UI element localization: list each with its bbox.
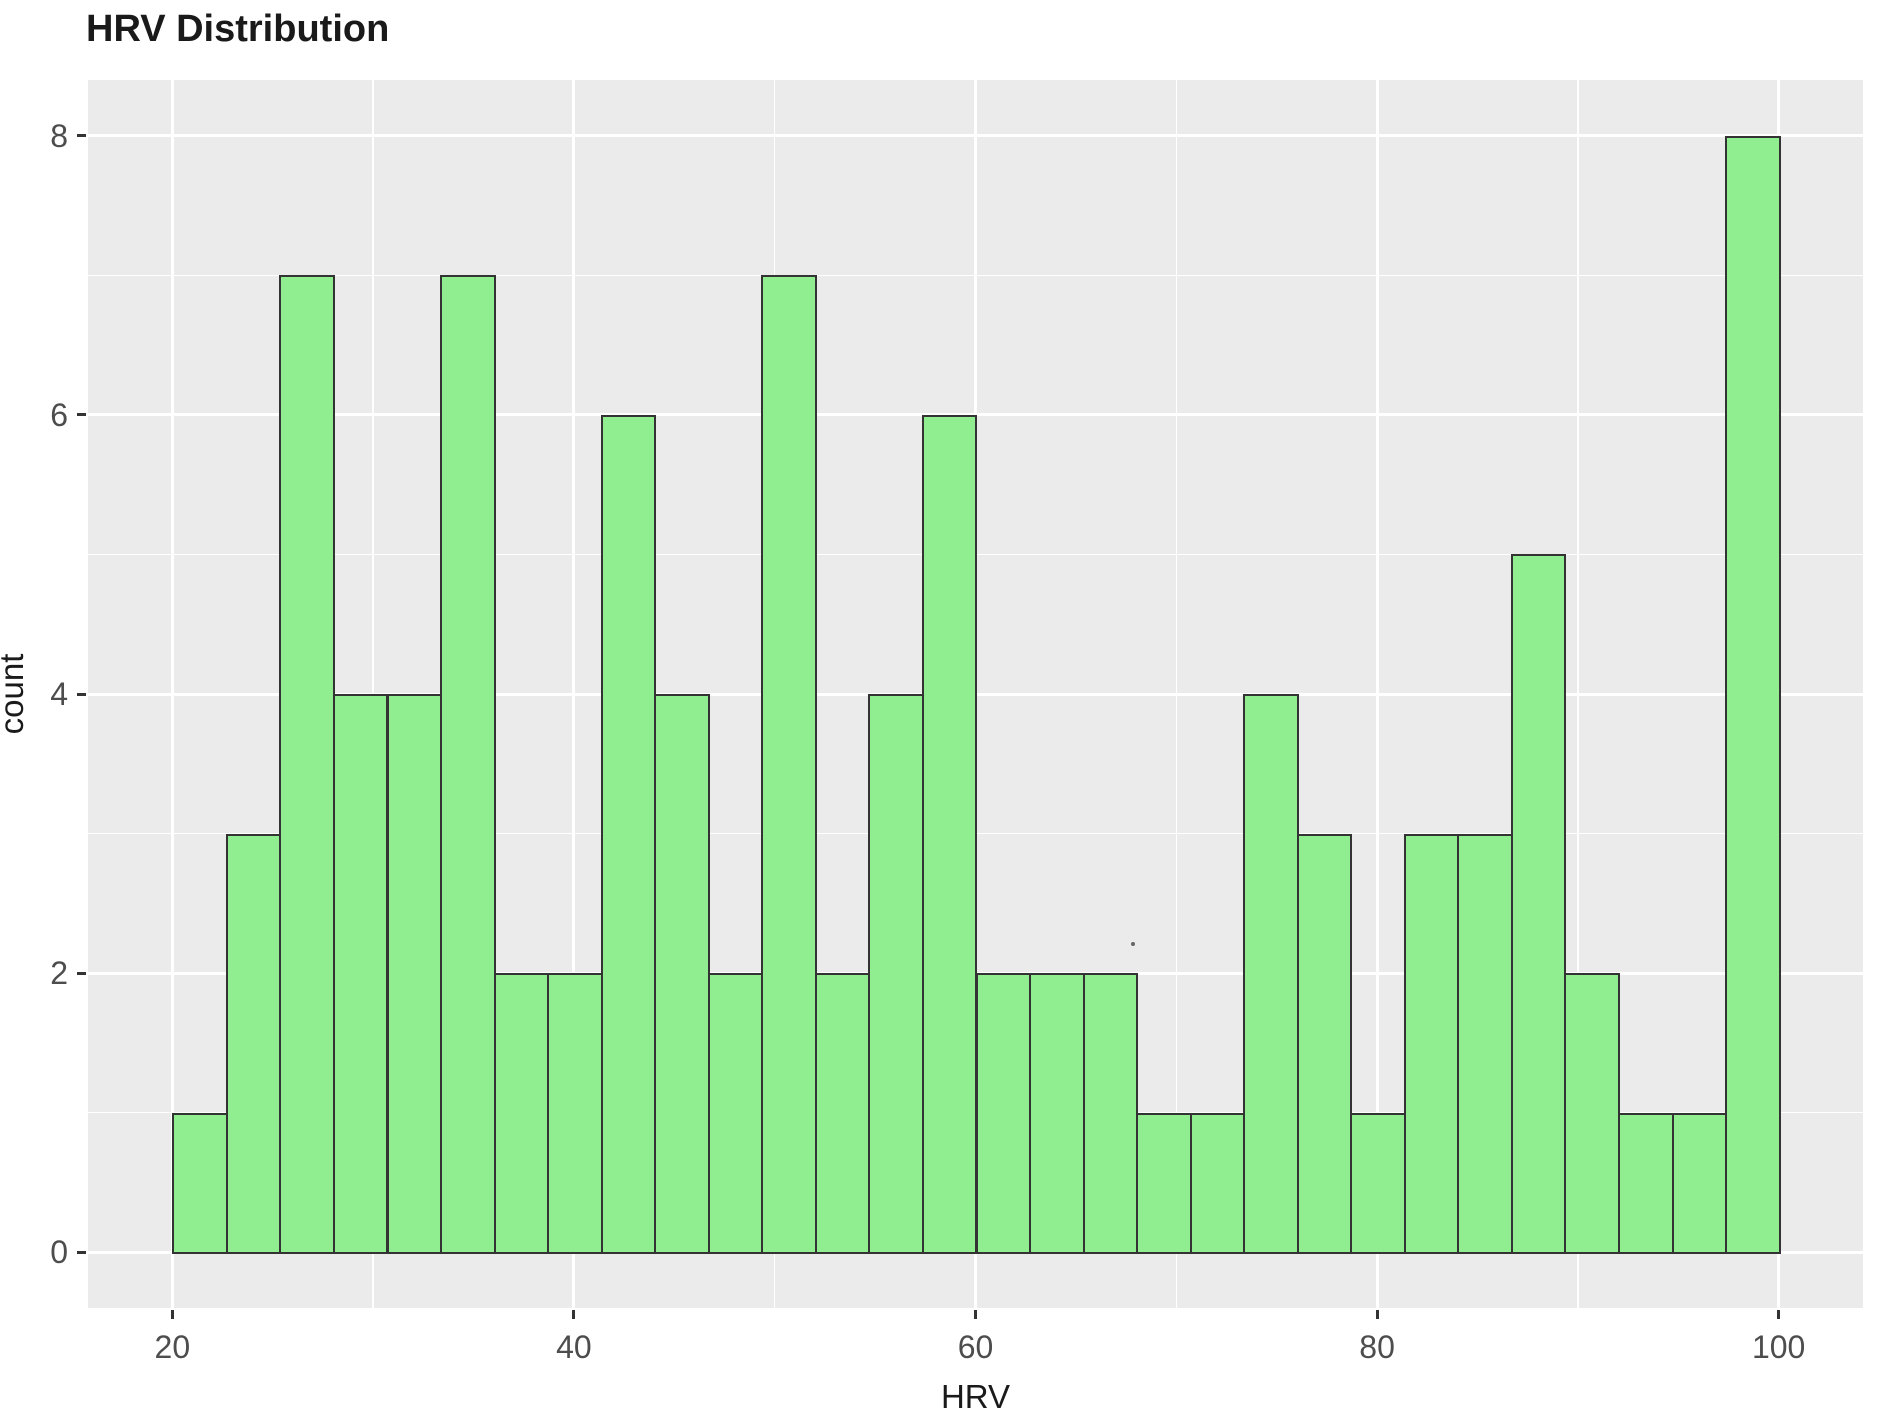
histogram-bar — [1136, 1112, 1192, 1255]
histogram-bar — [1618, 1112, 1674, 1255]
histogram-bar — [172, 1112, 228, 1255]
y-tick-mark — [77, 134, 86, 138]
x-tick-label: 40 — [556, 1329, 592, 1365]
histogram-bar — [654, 694, 710, 1255]
y-tick-label: 6 — [50, 396, 68, 433]
histogram-bar — [1243, 694, 1299, 1255]
y-tick-label: 4 — [50, 676, 68, 712]
histogram-bar — [1189, 1112, 1246, 1255]
x-tick-mark — [1375, 1310, 1379, 1319]
histogram-bar — [225, 833, 282, 1255]
histogram-bar — [1510, 554, 1567, 1255]
y-tick-mark — [77, 413, 86, 417]
histogram-bar — [1564, 973, 1621, 1255]
x-tick-mark — [170, 1310, 174, 1319]
gridline-x-major — [170, 80, 174, 1308]
y-tick-label: 2 — [50, 955, 68, 992]
histogram-bar — [493, 973, 550, 1255]
x-axis-label: HRV — [940, 1378, 1011, 1415]
histogram-bar — [1671, 1112, 1728, 1255]
y-tick-label: 0 — [50, 1234, 68, 1271]
histogram-bar — [547, 973, 603, 1255]
y-tick-mark — [77, 1250, 86, 1254]
x-tick-mark — [974, 1310, 977, 1319]
histogram-bar — [868, 694, 924, 1255]
histogram-bar — [1082, 973, 1139, 1255]
histogram-bar — [814, 973, 871, 1255]
histogram-bar — [707, 973, 764, 1255]
y-tick-mark — [77, 692, 86, 696]
gridline-x-major — [1375, 80, 1379, 1308]
artifact-dot — [1131, 942, 1135, 946]
x-tick-mark — [1777, 1310, 1781, 1319]
histogram-bar — [440, 275, 496, 1255]
x-tick-label: 100 — [1751, 1329, 1806, 1365]
histogram-bar — [921, 414, 978, 1255]
x-tick-label: 60 — [957, 1329, 994, 1365]
chart-title: HRV Distribution — [86, 8, 390, 50]
gridline-x-major — [572, 80, 576, 1308]
plot-panel — [88, 80, 1863, 1308]
x-tick-mark — [572, 1310, 576, 1319]
histogram-bar — [279, 275, 335, 1255]
histogram-bar — [975, 973, 1032, 1255]
histogram-bar — [1457, 833, 1513, 1255]
histogram-bar — [332, 694, 389, 1255]
x-tick-label: 20 — [154, 1329, 191, 1365]
histogram-bar — [761, 275, 817, 1255]
histogram-bar — [600, 414, 657, 1255]
histogram-bar — [1725, 135, 1781, 1255]
histogram-bar — [386, 694, 443, 1255]
histogram-bar — [1029, 973, 1085, 1255]
y-axis-label: count — [0, 653, 30, 735]
y-tick-label: 8 — [50, 117, 68, 154]
x-tick-label: 80 — [1359, 1329, 1395, 1365]
y-tick-mark — [77, 971, 86, 975]
histogram-bar — [1296, 833, 1353, 1255]
histogram-bar — [1403, 833, 1460, 1255]
histogram-bar — [1350, 1112, 1406, 1255]
